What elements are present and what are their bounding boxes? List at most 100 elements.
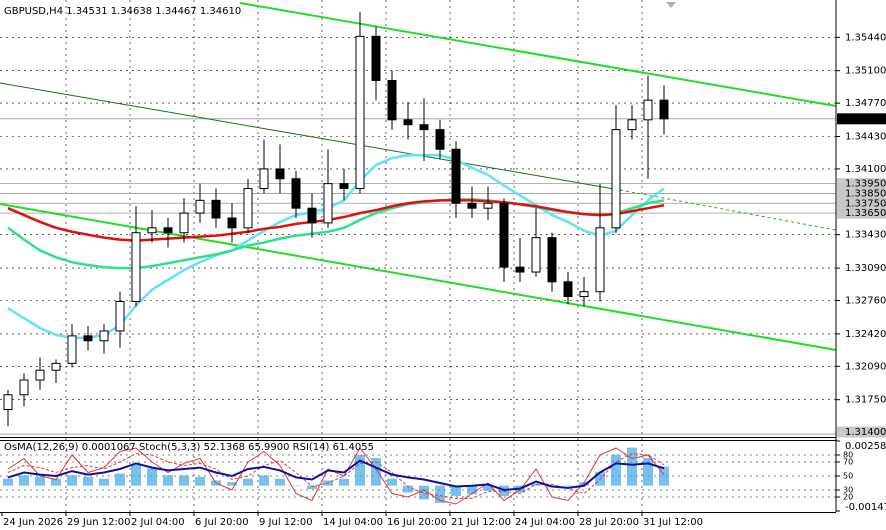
osma-bar — [131, 464, 141, 486]
candle-body — [355, 35, 365, 190]
osma-bar — [179, 475, 189, 486]
candle-body — [643, 99, 653, 121]
trend-line — [239, 2, 837, 107]
osma-bar — [387, 478, 397, 486]
level-label: 1.33650 — [845, 208, 886, 219]
x-tick-label: 29 Jun 12:00 — [67, 517, 131, 528]
osc-tick-label: 20 — [843, 493, 853, 502]
osma-bar — [339, 478, 349, 486]
osma-bar — [611, 454, 621, 486]
osma-bar — [659, 466, 669, 486]
y-tick-label: 1.34100 — [845, 164, 886, 175]
osma-bar — [307, 485, 317, 490]
osma-bar — [19, 475, 29, 486]
moving-average — [7, 199, 665, 242]
candle-body — [259, 168, 269, 190]
candle-body — [131, 232, 141, 302]
candle-body — [467, 202, 477, 209]
osma-bar — [99, 478, 109, 486]
level-label-box — [837, 113, 886, 125]
osma-bar — [451, 485, 461, 496]
y-tick-label: 1.33090 — [845, 263, 886, 274]
shift-marker — [666, 2, 676, 8]
osc-tick-label: 50 — [843, 472, 853, 481]
candle-body — [563, 281, 573, 298]
level-label-box — [837, 207, 886, 219]
candle-body — [451, 148, 461, 204]
candle-body — [547, 237, 557, 283]
osc-tick-label: 30 — [843, 486, 853, 495]
y-tick-label: 1.31750 — [845, 395, 886, 406]
candle-body — [243, 188, 253, 229]
grid — [0, 0, 836, 512]
y-tick-label: 1.33430 — [845, 230, 886, 241]
osma-bar — [195, 476, 205, 486]
y-tick-label: 1.34430 — [845, 132, 886, 143]
indicator-title: OsMA(12,26,9) 0.0001067 Stoch(5,3,3) 52.… — [4, 442, 374, 453]
osma-bar — [595, 471, 605, 486]
osma-bar — [403, 485, 413, 493]
candle-body — [307, 207, 317, 224]
osma-bar — [563, 485, 573, 487]
osma-bar — [163, 475, 173, 486]
candle-body — [515, 266, 525, 273]
candle-body — [99, 330, 109, 342]
level-label: 1.33850 — [845, 188, 886, 199]
candle-body — [579, 291, 589, 298]
candle-body — [627, 119, 637, 131]
osma-bar — [291, 485, 301, 487]
candle-body — [35, 369, 45, 381]
x-tick-label: 31 Jul 12:00 — [643, 517, 703, 528]
osma-bar — [355, 454, 365, 486]
y-tick-label: 1.32420 — [845, 329, 886, 340]
candle-body — [595, 227, 605, 293]
osma-bar — [115, 473, 125, 486]
osma-bar — [67, 475, 77, 486]
trend-line — [0, 82, 621, 191]
x-tick-label: 14 Jul 04:00 — [323, 517, 383, 528]
level-label: 1.33950 — [845, 179, 886, 190]
candle-body — [51, 362, 61, 371]
osma-bar — [83, 476, 93, 486]
candle-body — [275, 168, 285, 180]
osma-bar — [227, 482, 237, 486]
candle-body — [531, 237, 541, 273]
osma-bar — [243, 478, 253, 486]
y-tick-label: 1.32760 — [845, 295, 886, 306]
levels — [0, 118, 836, 435]
candle-body — [179, 212, 189, 234]
y-tick-label: 1.34770 — [845, 98, 886, 109]
trend-line — [619, 189, 837, 231]
level-label: 1.31400 — [845, 427, 886, 438]
stoch-main — [7, 447, 665, 505]
x-tick-label: 16 Jul 20:00 — [387, 517, 447, 528]
indicator-tick-label: 0.002584 — [845, 441, 886, 452]
candle-body — [483, 202, 493, 209]
osma-bar — [275, 478, 285, 486]
x-tick-label: 2 Jul 04:00 — [131, 517, 185, 528]
candle-body — [611, 129, 621, 229]
osma-bar — [643, 457, 653, 486]
candle-body — [291, 178, 301, 209]
candle-body — [67, 335, 77, 364]
level-label-box — [837, 187, 886, 199]
x-tick-label: 9 Jul 12:00 — [259, 517, 313, 528]
candle-body — [83, 335, 93, 342]
osma-bar — [51, 478, 61, 486]
osc-tick-label: 70 — [843, 458, 853, 467]
osc-tick-label: 80 — [843, 451, 853, 460]
osma-bar — [419, 485, 429, 500]
candle-body — [147, 227, 157, 234]
level-label: 1.34610 — [845, 114, 886, 125]
osma-bar — [435, 485, 445, 503]
candle-body — [387, 80, 397, 121]
candle-body — [19, 379, 29, 396]
osma-bar — [35, 476, 45, 486]
osma-bar — [3, 478, 13, 486]
x-tick-label: 24 Jun 2026 — [3, 517, 63, 528]
level-label-box — [837, 178, 886, 190]
osma-bar — [259, 475, 269, 486]
x-tick-label: 6 Jul 20:00 — [195, 517, 249, 528]
stoch-signal — [7, 453, 665, 499]
